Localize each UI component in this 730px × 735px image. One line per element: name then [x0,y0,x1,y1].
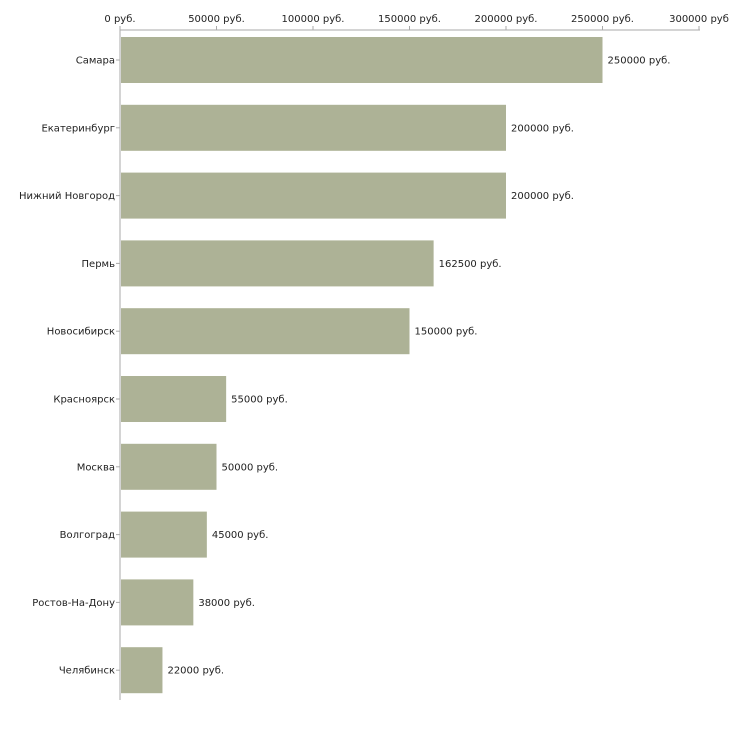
value-label: 150000 руб. [415,327,478,338]
bar [121,511,207,558]
x-tick-label: 0 руб. [104,14,135,25]
category-label: Челябинск [59,666,115,677]
axis-layer: 0 руб. 50000 руб. 100000 руб. 150000 руб. 20… [104,14,729,700]
bar [121,240,434,287]
category-label: Самара [76,56,115,67]
value-label: 22000 руб. [167,666,224,677]
value-label: 50000 руб. [222,462,279,473]
value-label: 200000 руб. [511,123,574,134]
category-label: Волгоград [60,530,115,541]
value-label: 200000 руб. [511,191,574,202]
x-tick-label: 100000 руб. [282,14,345,25]
category-label: Екатеринбург [41,123,115,134]
bar [121,308,410,355]
value-label: 250000 руб. [608,56,671,67]
value-label: 55000 руб. [231,395,288,406]
x-tick-label: 200000 руб. [475,14,538,25]
category-label: Новосибирск [47,327,115,338]
value-label: 45000 руб. [212,530,269,541]
category-label: Пермь [82,259,116,270]
bars-layer [121,37,603,694]
bar [121,376,227,422]
value-label: 38000 руб. [198,598,255,609]
category-label: Красноярск [53,395,115,406]
x-tick-label: 50000 руб. [188,14,245,25]
bar [121,579,194,626]
bar [121,647,163,694]
bar [121,104,506,151]
bar [121,443,217,490]
x-tick-label: 300000 руб [669,14,729,25]
x-tick-label: 150000 руб. [378,14,441,25]
category-label: Ростов-На-Дону [32,598,115,609]
bar [121,172,506,219]
x-tick-label: 250000 руб. [571,14,634,25]
labels-layer: Самара 250000 руб. Екатеринбург 200000 руб.… [19,56,671,677]
category-label: Нижний Новгород [19,191,115,202]
category-label: Москва [77,462,115,473]
bar [121,37,603,83]
value-label: 162500 руб. [439,259,502,270]
